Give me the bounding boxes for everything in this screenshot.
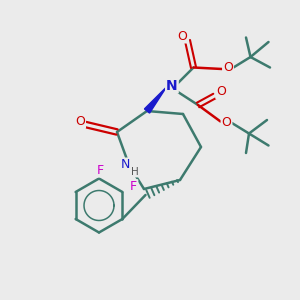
Text: N: N [166,79,178,92]
Text: O: O [216,85,226,98]
Text: O: O [75,115,85,128]
Polygon shape [144,87,166,113]
Text: O: O [177,29,187,43]
Text: F: F [130,180,137,193]
Text: O: O [222,116,231,130]
Text: O: O [223,61,233,74]
Text: H: H [130,167,138,177]
Text: N: N [121,158,130,172]
Text: F: F [97,164,104,177]
